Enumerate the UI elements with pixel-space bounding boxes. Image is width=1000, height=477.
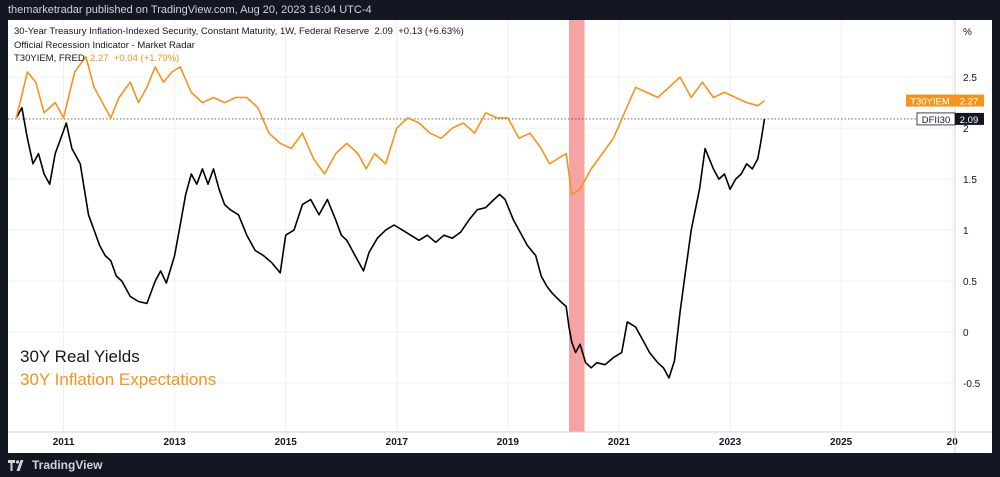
y-tick-label: 0.5 <box>963 277 977 288</box>
inflation-value-tag <box>955 94 984 107</box>
annotation-inflation-expectations: 30Y Inflation Expectations <box>20 370 216 389</box>
legend-inflation-name: T30YIEM, FRED <box>14 53 85 64</box>
series-line-real-yield <box>15 106 766 379</box>
legend-row-real: 30-Year Treasury Inflation-Indexed Secur… <box>14 25 464 39</box>
recession-band <box>568 20 585 432</box>
y-tick-label: 0 <box>963 328 969 339</box>
y-tick-label: 1.5 <box>963 175 977 186</box>
real-name-tag-label: DFII30 <box>922 115 951 126</box>
legend: 30-Year Treasury Inflation-Indexed Secur… <box>14 25 464 66</box>
y-tick-label: 1 <box>963 226 969 237</box>
inflation-name-tag-label: T30YIEM <box>910 97 950 108</box>
real-value-tag-label: 2.09 <box>960 115 979 126</box>
x-tick-label: 2013 <box>164 437 187 448</box>
legend-row-inflation: T30YIEM, FRED 2.27 +0.04 (+1.79%) <box>14 52 464 66</box>
x-tick-label: 2021 <box>608 437 631 448</box>
y-tick-label: -0.5 <box>963 379 981 390</box>
unit-label: % <box>963 27 972 38</box>
legend-row-recession: Official Recession Indicator - Market Ra… <box>14 39 464 53</box>
label-layer: T30YIEM 2.27 DFII30 2.09 30Y Real Yields 30Y … <box>20 94 984 389</box>
x-tick-label: 2025 <box>830 437 853 448</box>
y-tick-label: 2 <box>963 124 969 135</box>
x-tick-label: 2019 <box>497 437 520 448</box>
legend-real-name: 30-Year Treasury Inflation-Indexed Secur… <box>14 26 370 37</box>
tradingview-logo-icon <box>8 459 24 471</box>
series-line-inflation <box>15 55 765 196</box>
x-tick-label: 2011 <box>53 437 75 448</box>
grid-layer <box>8 20 955 432</box>
chart-frame <box>8 20 992 453</box>
legend-real-value: 2.09 <box>374 26 393 37</box>
line-layer <box>15 55 766 379</box>
annotation-real-yields: 30Y Real Yields <box>20 347 140 366</box>
legend-recession-name: Official Recession Indicator - Market Ra… <box>14 39 195 51</box>
inflation-value-tag-label: 2.27 <box>960 97 979 108</box>
publish-note: themarketradar published on TradingView.… <box>8 4 372 16</box>
x-tick-label: 20 <box>947 437 959 448</box>
real-value-tag <box>955 112 984 125</box>
axis-layer: -0.5 0 0.5 1 1.5 2 2.5 2011 2013 2015 2017 2019 2021… <box>8 20 992 453</box>
legend-inflation-change: +0.04 (+1.79%) <box>113 53 180 64</box>
footer: TradingView <box>8 458 102 472</box>
footer-brand[interactable]: TradingView <box>32 458 103 472</box>
inflation-name-tag <box>906 94 955 107</box>
y-tick-label: 2.5 <box>963 73 977 84</box>
legend-real-change: +0.13 (+6.63%) <box>398 26 464 37</box>
x-tick-label: 2015 <box>275 437 298 448</box>
x-tick-label: 2023 <box>719 437 742 448</box>
legend-inflation-value: 2.27 <box>90 53 109 64</box>
x-tick-label: 2017 <box>386 437 409 448</box>
